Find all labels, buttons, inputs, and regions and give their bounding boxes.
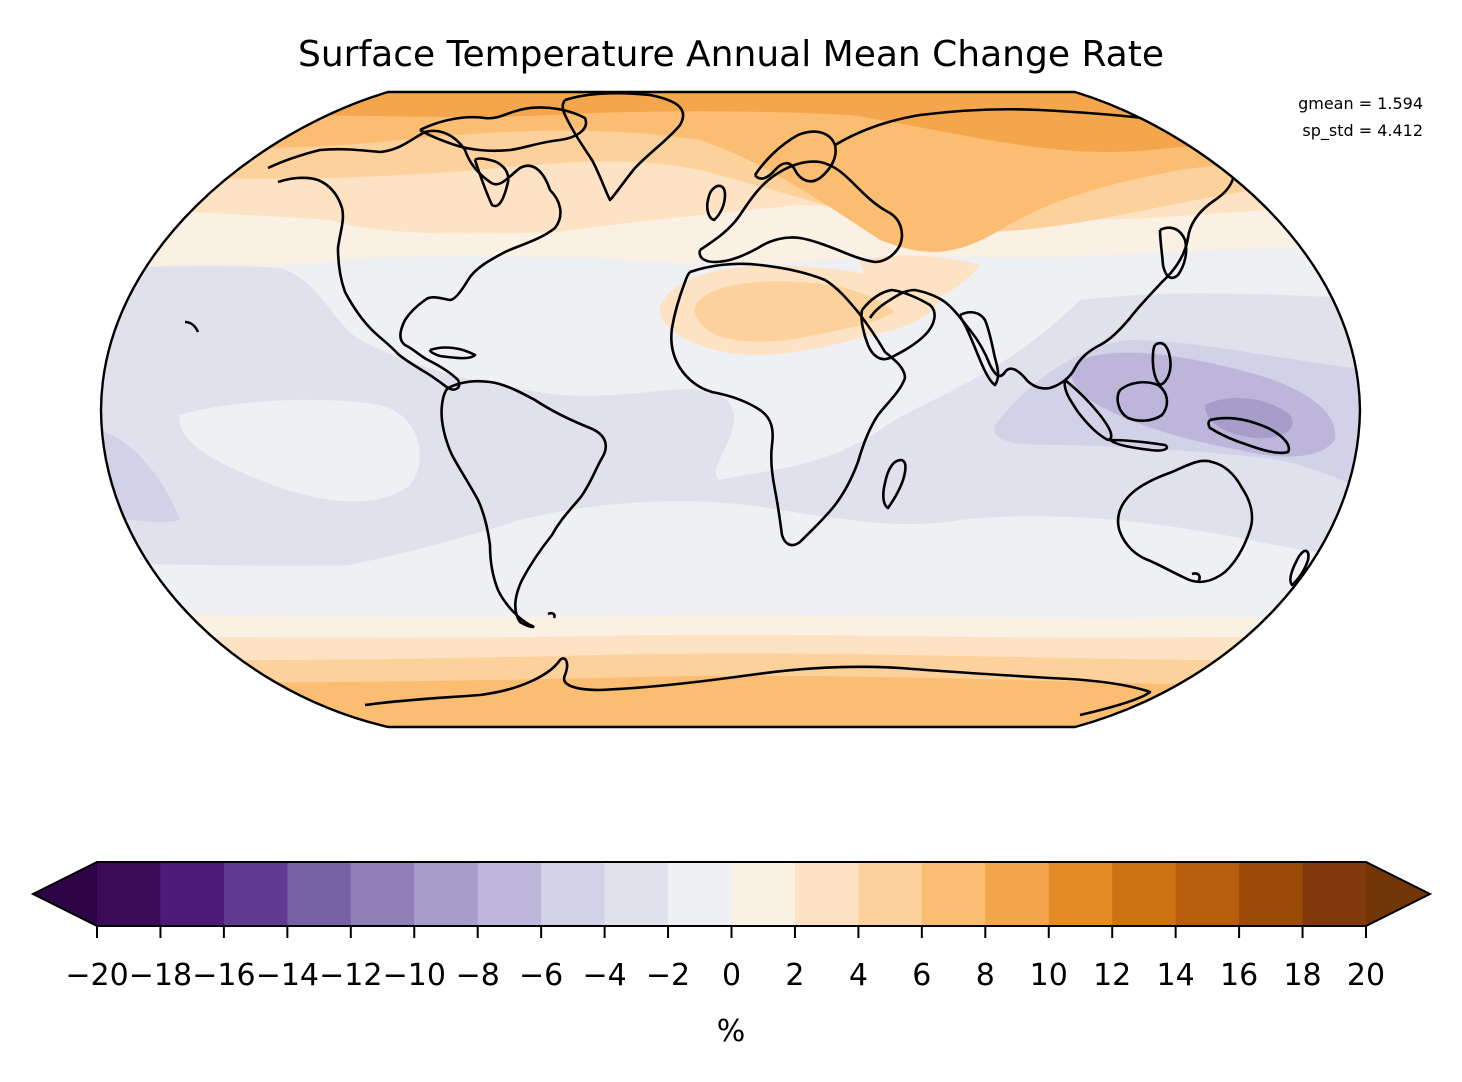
sp-std-annotation: sp_std = 4.412	[1302, 121, 1423, 141]
contour-south-ocean-hole	[101, 501, 1360, 620]
colorbar-swatches	[97, 862, 1367, 926]
coastline-sumatra	[1063, 378, 1113, 442]
colorbar-swatch	[97, 862, 162, 926]
colorbar-ticks: −20 −18 −16 −14 −12 −10 −8 −6 −4 −2 0 2 4 6 8 10 12 14 16 1…	[65, 926, 1385, 993]
colorbar-swatch	[1112, 862, 1177, 926]
colorbar-extend-low	[33, 862, 97, 926]
colorbar-tick-label: 4	[849, 958, 868, 993]
coastline-africa	[669, 262, 907, 547]
colorbar-swatch	[541, 862, 606, 926]
colorbar-swatch	[985, 862, 1050, 926]
chart-title: Surface Temperature Annual Mean Change R…	[298, 34, 1164, 75]
colorbar-swatch	[223, 862, 288, 926]
coastline-arabia	[860, 288, 936, 361]
colorbar-tick-label: 10	[1030, 958, 1068, 993]
coastline-antarctica	[364, 657, 1152, 717]
colorbar-swatch	[731, 862, 796, 926]
contour-nh-6-8	[101, 92, 1360, 252]
map	[101, 92, 1360, 727]
coastline-borneo	[1116, 380, 1169, 422]
contour-east-pacific-neg4-neg6	[101, 430, 180, 523]
colorbar-tick-label: 16	[1220, 958, 1258, 993]
colorbar-extend-high	[1366, 862, 1430, 926]
colorbar-tick-label: −2	[646, 958, 690, 993]
colorbar-swatch	[160, 862, 225, 926]
coastline-java	[1109, 438, 1169, 452]
colorbar-swatch	[858, 862, 923, 926]
colorbar-tick-label: −4	[582, 958, 626, 993]
colorbar-tick-label: −12	[319, 958, 382, 993]
coastline-hawaii	[184, 320, 200, 333]
colorbar-tick-label: 0	[722, 958, 741, 993]
colorbar-tick-label: −20	[65, 958, 128, 993]
colorbar-swatch	[794, 862, 859, 926]
colorbar-swatch	[1048, 862, 1113, 926]
coastline-philippines	[1151, 341, 1172, 387]
coastline-new-zealand	[1289, 549, 1310, 587]
colorbar-swatch	[921, 862, 986, 926]
coastline-falklands	[547, 611, 556, 619]
colorbar-tick-label: −18	[129, 958, 192, 993]
colorbar-swatch	[414, 862, 479, 926]
colorbar-tick-label: −6	[519, 958, 563, 993]
colorbar-tick-label: 18	[1283, 958, 1321, 993]
colorbar-tick-label: 14	[1157, 958, 1195, 993]
coastline-cuba	[428, 346, 477, 360]
coastline-new-guinea	[1207, 416, 1291, 455]
colorbar-swatch	[287, 862, 352, 926]
colorbar-swatch	[1302, 862, 1367, 926]
colorbar-tick-label: 12	[1093, 958, 1131, 993]
colorbar-swatch	[668, 862, 733, 926]
contour-sh-6-8	[101, 675, 1360, 727]
contour-middle-east-2-4	[860, 255, 980, 310]
map-boundary	[99, 90, 1362, 729]
coastline-north-america	[267, 129, 562, 391]
coastline-south-america	[440, 379, 607, 629]
colorbar-tick-label: 2	[785, 958, 804, 993]
colorbar-swatch	[477, 862, 542, 926]
gmean-annotation: gmean = 1.594	[1298, 94, 1423, 113]
coastline-hudson-bay	[473, 157, 510, 208]
coastline-europe	[698, 160, 904, 264]
colorbar: −20 −18 −16 −14 −12 −10 −8 −6 −4 −2 0 2 4 6 8 10 12 14 16 1…	[30, 861, 1433, 1049]
coastline-tasmania	[1191, 572, 1201, 583]
colorbar-swatch	[604, 862, 669, 926]
contour-east-pacific-warm-hole	[179, 399, 420, 502]
coastline-madagascar	[882, 458, 907, 510]
colorbar-label: %	[717, 1014, 746, 1049]
colorbar-swatch	[350, 862, 415, 926]
colorbar-tick-label: −8	[456, 958, 500, 993]
colorbar-tick-label: 20	[1347, 958, 1385, 993]
coastline-india	[958, 310, 1000, 387]
coastline-australia	[1116, 459, 1254, 584]
coastlines	[184, 92, 1310, 717]
coastline-scandinavia	[753, 130, 837, 183]
coastline-canadian-archipelago	[419, 106, 588, 153]
colorbar-tick-label: 8	[976, 958, 995, 993]
colorbar-swatch	[1239, 862, 1304, 926]
coastline-japan	[1158, 226, 1188, 280]
colorbar-tick-label: −10	[383, 958, 446, 993]
coastline-british-isles	[705, 184, 727, 222]
coastline-greenland	[561, 92, 685, 202]
coastline-asia	[834, 107, 1236, 390]
colorbar-tick-label: −14	[256, 958, 319, 993]
colorbar-swatch	[1175, 862, 1240, 926]
colorbar-tick-label: −16	[192, 958, 255, 993]
colorbar-tick-label: 6	[912, 958, 931, 993]
